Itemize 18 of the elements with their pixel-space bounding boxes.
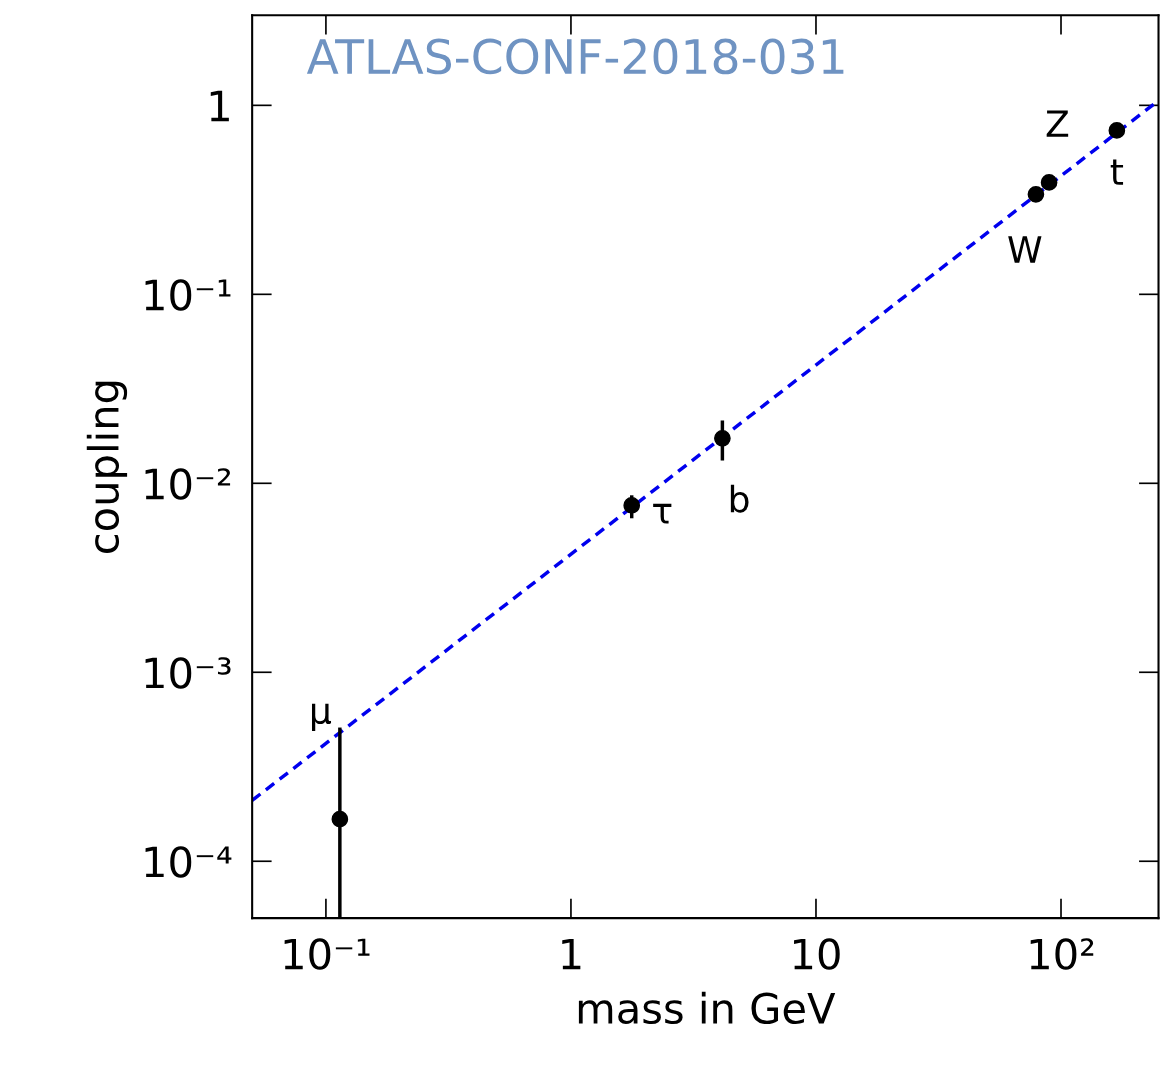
y-tick-label: 1 xyxy=(210,90,229,122)
y-tick-label: 10⁻² xyxy=(145,468,231,500)
y-axis-title: coupling xyxy=(86,381,128,553)
annotation: W xyxy=(1008,236,1042,263)
annotation: t xyxy=(1110,159,1124,185)
annotation: Z xyxy=(1046,110,1069,137)
annotation: b xyxy=(730,484,749,513)
y-tick-label: 10⁻¹ xyxy=(145,279,231,311)
x-axis-title: mass in GeV xyxy=(578,991,836,1025)
annotation: ATLAS-CONF-2018-031 xyxy=(306,38,844,75)
y-tick-label: 10⁻³ xyxy=(145,657,231,689)
x-tick-label: 10⁻¹ xyxy=(284,938,370,970)
annotation: μ xyxy=(312,703,332,732)
x-tick-label: 10 xyxy=(794,938,840,970)
y-tick-label: 10⁻⁴ xyxy=(145,846,232,878)
x-tick-label: 1 xyxy=(562,938,581,970)
x-tick-label: 10² xyxy=(1030,938,1094,970)
annotation: τ xyxy=(653,503,672,524)
